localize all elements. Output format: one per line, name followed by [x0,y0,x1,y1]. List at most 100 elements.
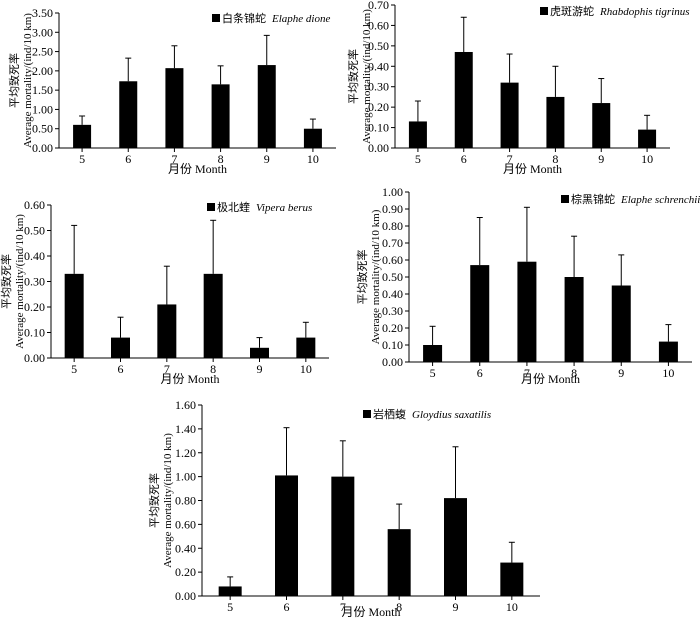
x-tick-label: 9 [618,366,624,380]
y-axis-title: Average mortality/(ind/10 km) [370,209,382,344]
x-tick-label: 6 [477,366,483,380]
bar-month-8 [203,273,223,358]
y-tick-label: 3.50 [32,6,53,20]
bar-month-7 [331,476,355,596]
y-axis-title-cn: 平均致死率 [355,250,369,305]
y-tick-label: 0.60 [382,253,403,267]
bar-month-7 [500,82,519,148]
legend-label-cn: 虎斑游蛇 [550,4,594,18]
x-tick-label: 9 [598,152,604,166]
x-axis-title: 月份 Month [341,605,400,619]
y-tick-label: 0.20 [175,565,196,579]
bar-month-6 [275,475,298,596]
legend-label-cn: 白条锦蛇 [222,11,266,25]
x-tick-label: 10 [300,362,312,376]
y-tick-label: 0.00 [32,141,53,155]
y-axis-title-cn: 平均致死率 [0,254,13,309]
x-tick-label: 6 [461,152,467,166]
y-tick-label: 0.70 [368,0,389,12]
y-tick-label: 0.40 [368,59,389,73]
x-tick-label: 9 [257,362,263,376]
bar-month-7 [517,261,537,362]
legend-species: Gloydius saxatilis [412,409,491,421]
y-tick-label: 1.00 [382,185,403,199]
x-tick-label: 7 [340,600,346,614]
x-tick-label: 7 [507,152,513,166]
legend-label-cn: 棕黑锦蛇 [571,192,615,206]
bar-month-9 [257,65,276,148]
bar-month-8 [387,529,411,596]
y-tick-label: 0.50 [24,224,45,238]
y-tick-label: 0.20 [368,100,389,114]
y-tick-label: 0.40 [175,541,196,555]
x-tick-label: 6 [118,362,124,376]
y-tick-label: 0.80 [382,219,403,233]
bar-month-6 [470,265,490,362]
y-tick-label: 0.30 [382,304,403,318]
y-axis-title-cn: 平均致死率 [346,49,360,104]
bar-month-6 [111,337,130,358]
legend-label-cn: 极北蝰 [217,200,250,214]
bar-month-9 [250,347,269,358]
y-tick-label: 1.00 [175,470,196,484]
x-tick-label: 10 [307,152,319,166]
y-tick-label: 0.00 [24,351,45,365]
bar-month-5 [73,124,92,148]
y-tick-label: 0.20 [382,321,403,335]
x-tick-label: 10 [662,366,674,380]
y-tick-label: 0.30 [24,275,45,289]
bar-month-8 [211,84,230,148]
x-tick-label: 9 [453,600,459,614]
y-tick-label: 0.50 [32,122,53,136]
legend-species: Vipera berus [256,202,312,214]
bar-month-7 [157,304,177,358]
x-tick-label: 5 [415,152,421,166]
bar-month-5 [408,121,427,148]
x-tick-label: 9 [264,152,270,166]
y-axis-title: Average mortality/(ind/10 km) [14,214,26,349]
y-axis-title-cn: 平均致死率 [147,473,161,528]
bar-month-10 [500,562,524,596]
legend-species: Rhabdophis tigrinus [599,6,690,18]
x-axis-title: 月份 Month [168,162,227,176]
x-tick-label: 8 [571,366,577,380]
bar-month-5 [64,273,84,358]
y-tick-label: 0.80 [175,494,196,508]
chart-panel-3: 0.00 0.10 0.20 0.30 0.40 0.50 0.60 5 6 7 8 9 10 月份 Mo… [0,198,329,386]
bar-month-9 [611,285,631,362]
y-tick-label: 0.00 [382,355,403,369]
y-axis-title: Average mortality/(ind/10 km) [162,433,174,568]
x-tick-label: 10 [506,600,518,614]
legend-swatch [561,195,569,203]
y-tick-label: 1.00 [32,102,53,116]
y-tick-label: 0.50 [382,270,403,284]
y-tick-label: 0.10 [382,338,403,352]
bar-month-7 [165,68,184,148]
legend-swatch [212,14,220,22]
x-tick-label: 5 [71,362,77,376]
bar-month-5 [218,586,242,596]
y-tick-label: 1.20 [175,446,196,460]
x-tick-label: 8 [552,152,558,166]
y-tick-label: 0.10 [24,326,45,340]
y-tick-label: 0.20 [24,300,45,314]
y-tick-label: 0.60 [24,198,45,212]
x-tick-label: 6 [284,600,290,614]
y-tick-label: 0.60 [175,517,196,531]
chart-panel-5: 0.00 0.20 0.40 0.60 0.80 1.00 1.20 1.40 1.60 5 6 7 8… [147,398,540,619]
y-tick-label: 0.00 [368,141,389,155]
y-tick-label: 1.40 [175,422,196,436]
bar-month-5 [423,345,443,362]
bar-month-9 [444,498,467,596]
legend-species: Elaphe schrenchii [620,194,700,206]
legend-species: Elaphe dione [271,13,330,25]
y-tick-label: 0.40 [382,287,403,301]
legend-swatch [363,410,371,418]
x-tick-label: 6 [125,152,131,166]
x-axis-title: 月份 Month [503,162,562,176]
y-tick-label: 0.10 [368,121,389,135]
x-tick-label: 8 [210,362,216,376]
y-tick-label: 2.00 [32,64,53,78]
legend-label-cn: 岩栖蝮 [373,407,406,421]
